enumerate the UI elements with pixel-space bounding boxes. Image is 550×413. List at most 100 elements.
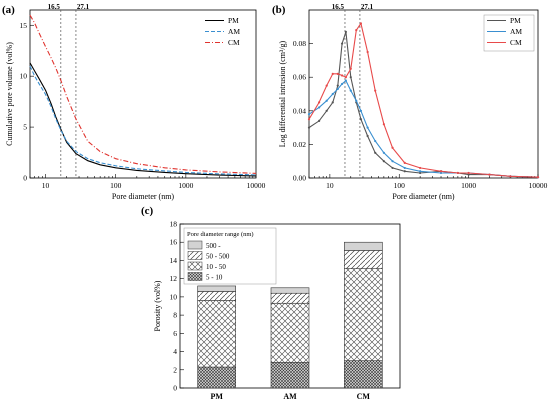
bar-segment-cm: [344, 360, 383, 389]
bar-segment-am: [270, 302, 310, 363]
data-point-pm: [403, 170, 406, 173]
series-line-pm: [29, 62, 257, 177]
data-point-am: [331, 92, 334, 96]
plot-frame: [29, 9, 257, 179]
legend-swatch: [187, 261, 203, 271]
bar-segment-pm: [197, 300, 236, 368]
data-point-am: [349, 89, 352, 92]
data-point-pm: [331, 101, 334, 104]
data-point-am: [344, 79, 347, 82]
y-tick-label: 0: [173, 384, 177, 393]
legend-label: 500 -: [206, 242, 221, 250]
series-line-am: [308, 79, 539, 178]
y-tick-label: 0.04: [293, 106, 306, 115]
legend-label: 50 - 500: [206, 253, 230, 261]
panel-a-label: (a): [2, 4, 15, 16]
data-point-am: [336, 87, 339, 91]
data-point-cm: [344, 76, 347, 79]
bar-segment-pm: [197, 285, 236, 292]
series-line-am: [29, 65, 257, 176]
data-point-pm: [336, 84, 339, 87]
series-line-cm: [29, 14, 257, 174]
data-point-cm: [419, 166, 422, 170]
plot-frame: [308, 9, 539, 179]
data-point-am: [366, 126, 369, 129]
bar-segment-pm: [197, 291, 236, 301]
panel-c-label: (c): [141, 205, 154, 217]
x-tick-label: 10: [326, 181, 334, 190]
y-tick-label: 15: [20, 21, 28, 30]
y-tick-label: 5: [23, 123, 27, 132]
reference-label: 16.5: [48, 3, 61, 11]
data-point-pm: [391, 166, 394, 170]
data-point-cm: [467, 171, 470, 175]
legend-title: Pore diameter range (nm): [187, 231, 254, 238]
y-axis-label: Porosity (vol%): [153, 280, 162, 331]
data-point-am: [318, 106, 321, 109]
legend-swatch: [187, 240, 203, 250]
y-tick-label: 10: [170, 292, 178, 301]
data-point-pm: [340, 42, 344, 45]
data-point-cm: [340, 74, 344, 77]
bar-segment-am: [270, 287, 310, 294]
data-point-pm: [307, 126, 311, 129]
bar-segment-am: [270, 292, 310, 304]
y-tick-label: 2: [173, 365, 177, 374]
x-tick-label: PM: [210, 392, 223, 401]
y-tick-label: 0.06: [293, 73, 306, 82]
data-point-pm: [382, 160, 385, 163]
data-point-cm: [391, 146, 394, 149]
data-point-cm: [439, 170, 443, 173]
x-tick-label: 1000: [178, 181, 193, 190]
data-point-pm: [374, 151, 377, 154]
data-point-am: [403, 166, 406, 170]
y-tick-label: 6: [173, 329, 177, 338]
series-line-pm: [308, 31, 539, 178]
data-point-pm: [366, 134, 369, 138]
legend-label-cm: CM: [228, 38, 240, 47]
data-point-pm: [344, 30, 347, 33]
data-point-pm: [359, 118, 363, 121]
y-tick-label: 14: [170, 256, 178, 265]
y-tick-label: 12: [170, 274, 178, 283]
x-tick-label: 1000: [461, 181, 476, 190]
x-tick-label: 100: [110, 181, 122, 190]
data-point-cm: [359, 22, 363, 25]
x-tick-label: 10000: [529, 181, 548, 190]
data-point-cm: [382, 123, 385, 126]
y-tick-label: 0: [23, 174, 27, 183]
y-axis-label: Log differential intrusion (cm³/g): [278, 40, 287, 147]
bar-segment-cm: [344, 268, 383, 361]
data-point-cm: [456, 171, 459, 175]
bar-segment-cm: [344, 250, 383, 269]
data-point-pm: [325, 109, 328, 112]
x-tick-label: 10: [42, 181, 50, 190]
data-point-cm: [509, 175, 512, 178]
legend-label: 10 - 50: [206, 263, 226, 271]
x-tick-label: 100: [394, 181, 406, 190]
y-tick-label: 8: [173, 311, 177, 320]
y-tick-label: 18: [170, 220, 178, 229]
data-point-pm: [419, 171, 422, 175]
data-point-cm: [336, 72, 339, 75]
data-point-am: [374, 139, 377, 143]
data-point-cm: [488, 173, 491, 176]
x-axis-label: Pore diameter (nm): [112, 192, 175, 201]
y-tick-label: 0.02: [293, 140, 306, 149]
data-point-am: [419, 170, 422, 173]
data-point-pm: [349, 76, 352, 79]
data-point-am: [382, 151, 385, 154]
legend-label-am: AM: [228, 27, 240, 36]
y-tick-label: 0.00: [293, 174, 306, 183]
legend-label-pm: PM: [228, 16, 239, 25]
x-axis-label: Pore diameter (nm): [392, 192, 455, 201]
y-tick-label: 10: [20, 72, 28, 81]
data-point-am: [391, 160, 394, 163]
data-point-cm: [536, 176, 540, 179]
reference-label: 27.1: [361, 3, 374, 11]
legend-label-pm: PM: [510, 16, 521, 25]
legend-label-cm: CM: [510, 38, 522, 47]
data-point-am: [325, 99, 328, 102]
legend-swatch: [187, 272, 203, 281]
